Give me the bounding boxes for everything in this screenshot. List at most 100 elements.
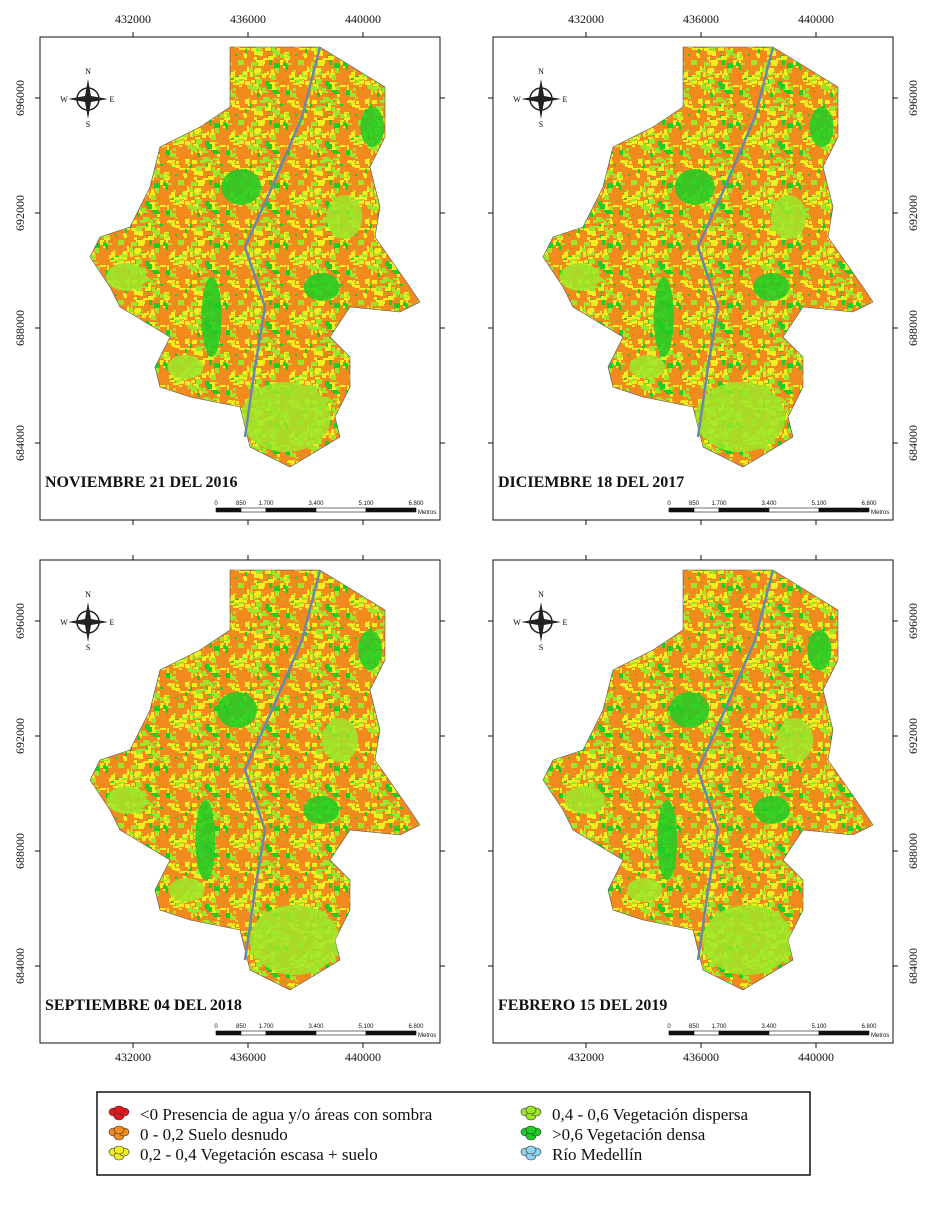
scale-segment [718, 507, 770, 513]
scale-label: 0 [667, 501, 671, 507]
scale-segment [365, 1030, 417, 1036]
compass-letter: S [86, 120, 90, 129]
compass-star [521, 79, 561, 119]
scale-segment [693, 1030, 720, 1036]
x-tick-label: 440000 [345, 12, 381, 26]
river [696, 46, 775, 438]
y-tick-label: 684000 [906, 425, 920, 461]
y-tick-label: 692000 [906, 718, 920, 754]
vegetation-patch [702, 905, 793, 975]
scale-segment [315, 507, 367, 513]
scale-label: 6.800 [408, 1024, 424, 1030]
vegetation-patch [695, 382, 786, 452]
scale-unit: Metros [418, 510, 436, 516]
vegetation-patch [559, 263, 600, 291]
legend-item: 0,2 - 0,4 Vegetación escasa + suelo [108, 1145, 378, 1164]
compass-letter: S [539, 643, 543, 652]
river [696, 569, 775, 961]
x-tick-label: 436000 [230, 1050, 266, 1064]
legend-swatch [113, 1145, 125, 1155]
scale-segment [265, 1030, 317, 1036]
x-tick-label: 440000 [345, 1050, 381, 1064]
x-tick-label: 432000 [568, 1050, 604, 1064]
scale-segment [718, 1030, 770, 1036]
vegetation-patch [653, 277, 674, 357]
vegetation-patch [753, 796, 790, 824]
vegetation [106, 107, 385, 452]
vegetation-patch [669, 692, 710, 728]
compass: N S E W [513, 67, 567, 129]
compass-letter: N [85, 590, 91, 599]
scale-label: 5.100 [358, 501, 374, 507]
y-tick-label: 684000 [13, 948, 27, 984]
compass-letter: N [85, 67, 91, 76]
scale-label: 3.400 [761, 1024, 777, 1030]
legend-swatch [525, 1125, 537, 1135]
vegetation-patch [777, 718, 814, 762]
y-tick-label: 696000 [13, 80, 27, 116]
legend-swatch [525, 1105, 537, 1115]
legend-swatch [525, 1145, 537, 1155]
vegetation [106, 630, 383, 975]
legend-label: <0 Presencia de agua y/o áreas con sombr… [140, 1105, 433, 1124]
compass-letter: E [563, 618, 568, 627]
x-tick-label: 440000 [798, 1050, 834, 1064]
y-tick-label: 696000 [906, 603, 920, 639]
compass: N S E W [513, 590, 567, 652]
municipality [542, 569, 874, 991]
panel-title: DICIEMBRE 18 DEL 2017 [498, 474, 684, 491]
y-tick-label: 688000 [13, 310, 27, 346]
scale-label: 850 [689, 501, 700, 507]
legend-item: 0 - 0,2 Suelo desnudo [108, 1125, 288, 1144]
vegetation [564, 630, 832, 975]
y-tick-label: 696000 [906, 80, 920, 116]
vegetation-patch [303, 273, 340, 301]
legend-label: 0,4 - 0,6 Vegetación dispersa [552, 1105, 749, 1124]
panel-title: SEPTIEMBRE 04 DEL 2018 [45, 997, 242, 1014]
scale-segment [768, 507, 820, 513]
map-panel: 432000 436000 440000 684000 688000 692000 6960… [13, 555, 445, 1064]
scale-segment [240, 1030, 267, 1036]
scale-label: 6.800 [861, 1024, 877, 1030]
scale-label: 6.800 [408, 501, 424, 507]
scale-segment [768, 1030, 820, 1036]
vegetation-patch [564, 786, 605, 814]
vegetation-patch [167, 355, 204, 379]
x-tick-label: 436000 [683, 1050, 719, 1064]
y-tick-label: 688000 [906, 310, 920, 346]
compass-letter: E [110, 95, 115, 104]
compass-letter: W [60, 618, 68, 627]
scale-label: 1.700 [711, 501, 727, 507]
scale-label: 0 [214, 501, 218, 507]
compass-letter: W [60, 95, 68, 104]
scale-label: 3.400 [761, 501, 777, 507]
legend-item: >0,6 Vegetación densa [520, 1125, 706, 1144]
vegetation-patch [303, 796, 340, 824]
scale-segment [215, 507, 242, 513]
scale-unit: Metros [418, 1033, 436, 1039]
vegetation-patch [326, 195, 363, 239]
scale-unit: Metros [871, 510, 889, 516]
vegetation-patch [240, 382, 331, 452]
vegetation-patch [358, 630, 383, 670]
scale-segment [693, 507, 720, 513]
compass: N S E W [60, 590, 114, 652]
x-tick-label: 432000 [568, 12, 604, 26]
scale-segment [240, 507, 267, 513]
compass-letter: E [110, 618, 115, 627]
scale-label: 6.800 [861, 501, 877, 507]
y-tick-label: 692000 [906, 195, 920, 231]
scale-unit: Metros [871, 1033, 889, 1039]
vegetation-patch [201, 277, 222, 357]
x-tick-label: 432000 [115, 12, 151, 26]
compass-star [68, 602, 108, 642]
legend-swatch [113, 1125, 125, 1135]
vegetation-patch [626, 878, 663, 902]
scale-label: 0 [214, 1024, 218, 1030]
legend-label: 0,2 - 0,4 Vegetación escasa + suelo [140, 1145, 378, 1164]
scale-label: 3.400 [308, 501, 324, 507]
vegetation-patch [629, 355, 666, 379]
x-tick-label: 436000 [230, 12, 266, 26]
scale-segment [315, 1030, 367, 1036]
compass-letter: E [563, 95, 568, 104]
